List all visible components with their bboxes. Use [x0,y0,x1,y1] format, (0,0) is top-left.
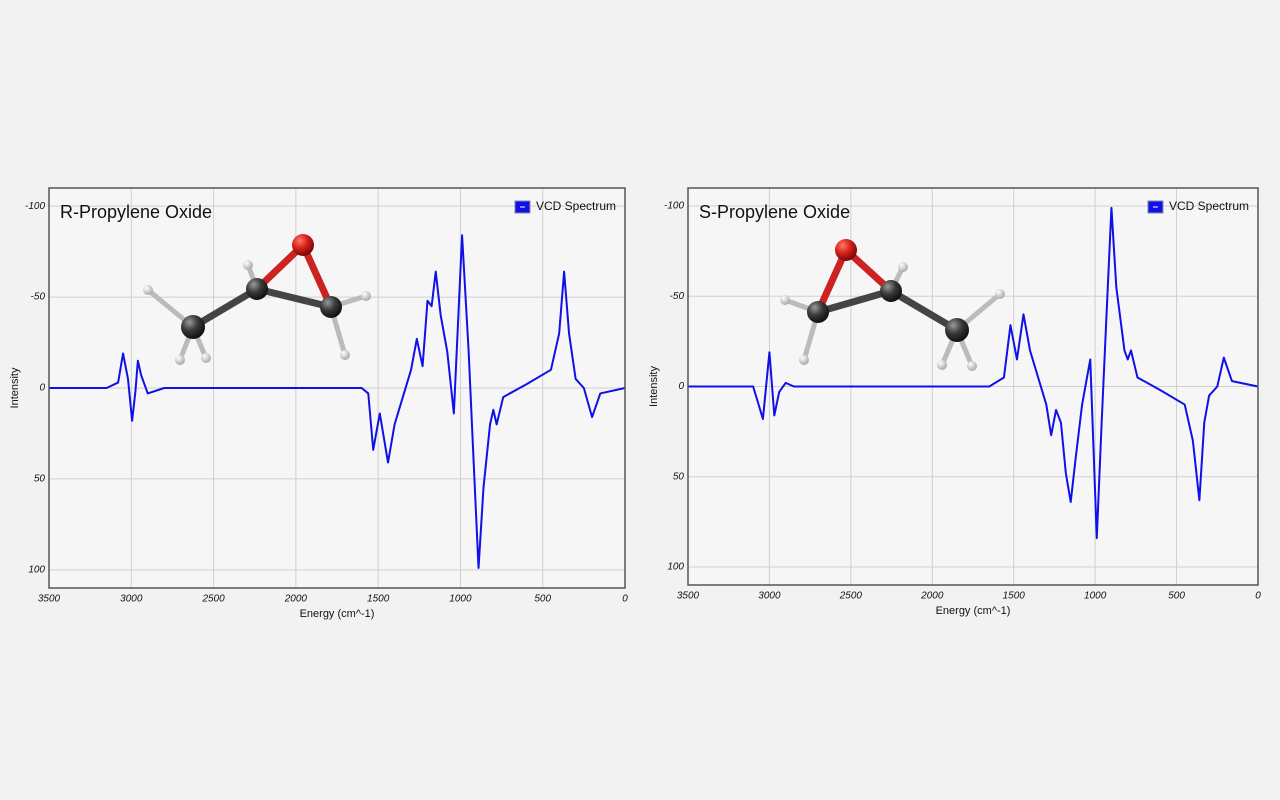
molecule-s [780,239,1005,371]
molecule-r [143,234,371,365]
y-axis-label: Intensity [648,366,660,407]
y-tick-label: 50 [34,474,46,485]
x-tick-label: 3000 [758,591,781,602]
x-tick-label: 1000 [449,594,472,605]
y-tick-label: 50 [673,471,685,482]
y-axis-label: Intensity [9,367,21,408]
y-tick-label: 100 [667,562,684,573]
x-tick-label: 2000 [284,594,308,605]
spectrum-line [49,234,626,569]
chart: 3500 3000 2500 2000 1500 1000 500 0 -100 -50 0 50 10… [648,187,1261,617]
x-tick-label: 1500 [1003,591,1026,602]
x-tick-label: 3500 [677,591,700,602]
x-tick-label: 2000 [920,591,944,602]
x-tick-label: 1500 [367,594,390,605]
legend-label: VCD Spectrum [536,199,616,213]
x-tick-label: 2500 [201,594,225,605]
x-tick-label: 3000 [120,594,143,605]
x-tick-label: 0 [622,594,628,605]
x-tick-label: 500 [534,594,551,605]
charts: 3500 3000 2500 2000 1500 1000 500 0-100-5005010… [9,187,1261,620]
plot-border [687,187,1259,586]
legend-label: VCD Spectrum [1169,199,1249,213]
x-tick-label: 1000 [1084,591,1107,602]
y-tick-label: 0 [678,381,684,392]
chart-title: R-Propylene Oxide [60,202,212,222]
chart: 3500 3000 2500 2000 1500 1000 500 0 -100 -50 0 50 10… [9,187,628,620]
y-tick-label: -100 [25,201,45,212]
y-tick-label: -100 [664,201,684,212]
y-tick-label: 100 [28,564,45,575]
spectrum-line [688,206,1259,540]
x-tick-label: 0 [1255,591,1261,602]
x-tick-label: 3500 [38,594,61,605]
x-axis-label: Energy (cm^-1) [300,608,375,620]
plot-border [48,187,626,589]
x-tick-label: 500 [1168,591,1185,602]
y-tick-label: -50 [670,291,685,302]
x-tick-label: 2500 [839,591,863,602]
y-tick-label: -50 [31,292,46,303]
y-tick-label: 0 [39,383,45,394]
x-axis-label: Energy (cm^-1) [936,605,1011,617]
chart-title: S-Propylene Oxide [699,202,850,222]
